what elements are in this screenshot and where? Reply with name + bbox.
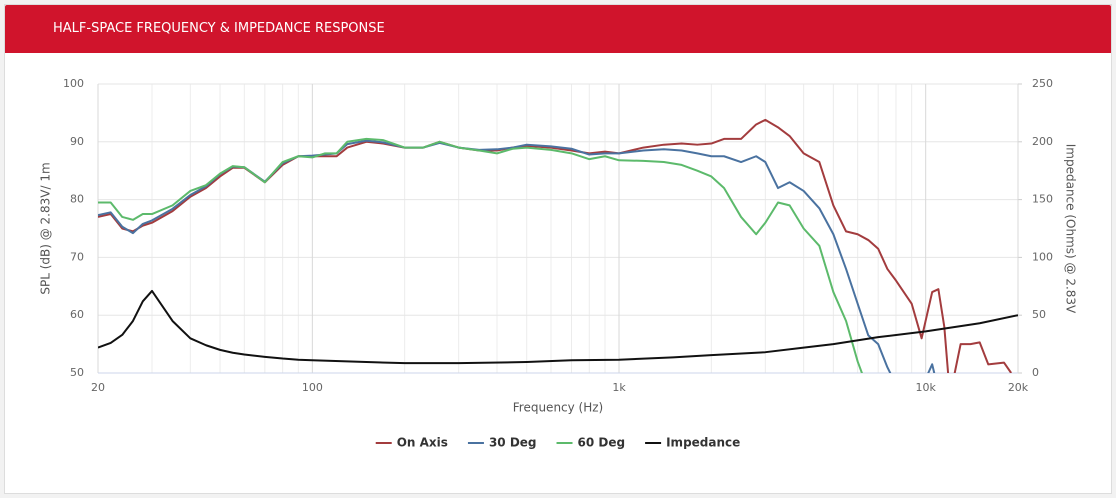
series-line	[98, 137, 863, 373]
y-tick-label: 90	[70, 135, 84, 148]
y2-tick-label: 150	[1032, 193, 1053, 206]
chart-title: HALF-SPACE FREQUENCY & IMPEDANCE RESPONS…	[53, 21, 385, 36]
y2-tick-label: 100	[1032, 250, 1053, 263]
x-tick-label: 100	[302, 381, 323, 394]
y-axis-label: SPL (dB) @ 2.83V/ 1m	[39, 162, 53, 294]
y2-tick-label: 250	[1032, 77, 1053, 90]
y2-tick-label: 50	[1032, 308, 1046, 321]
legend-label: Impedance	[666, 436, 740, 450]
legend-item: 60 Deg	[556, 436, 626, 450]
y-tick-label: 100	[63, 77, 84, 90]
x-tick-label: 20	[91, 381, 105, 394]
legend-label: 60 Deg	[578, 436, 626, 450]
y2-tick-label: 200	[1032, 135, 1053, 148]
legend-item: 30 Deg	[467, 436, 537, 450]
x-tick-label: 20k	[1008, 381, 1029, 394]
legend-label: 30 Deg	[489, 436, 537, 450]
header: HALF-SPACE FREQUENCY & IMPEDANCE RESPONS…	[5, 5, 1111, 53]
plot-area	[98, 118, 1018, 373]
y-tick-label: 70	[70, 250, 84, 263]
series-line	[98, 139, 936, 373]
y-tick-label: 50	[70, 366, 84, 379]
series-line	[98, 118, 1012, 373]
series-line	[98, 289, 1018, 365]
x-tick-label: 1k	[612, 381, 626, 394]
legend-label: On Axis	[397, 436, 448, 450]
y-tick-label: 60	[70, 308, 84, 321]
y-tick-label: 80	[70, 193, 84, 206]
y2-axis-label: Impedance (Ohms) @ 2.83V	[1064, 144, 1078, 314]
chart-card: HALF-SPACE FREQUENCY & IMPEDANCE RESPONS…	[4, 4, 1112, 494]
x-axis-label: Frequency (Hz)	[513, 401, 604, 415]
legend-item: Impedance	[645, 436, 740, 450]
x-tick-label: 10k	[915, 381, 936, 394]
legend-item: On Axis	[375, 436, 448, 450]
y2-tick-label: 0	[1032, 366, 1039, 379]
